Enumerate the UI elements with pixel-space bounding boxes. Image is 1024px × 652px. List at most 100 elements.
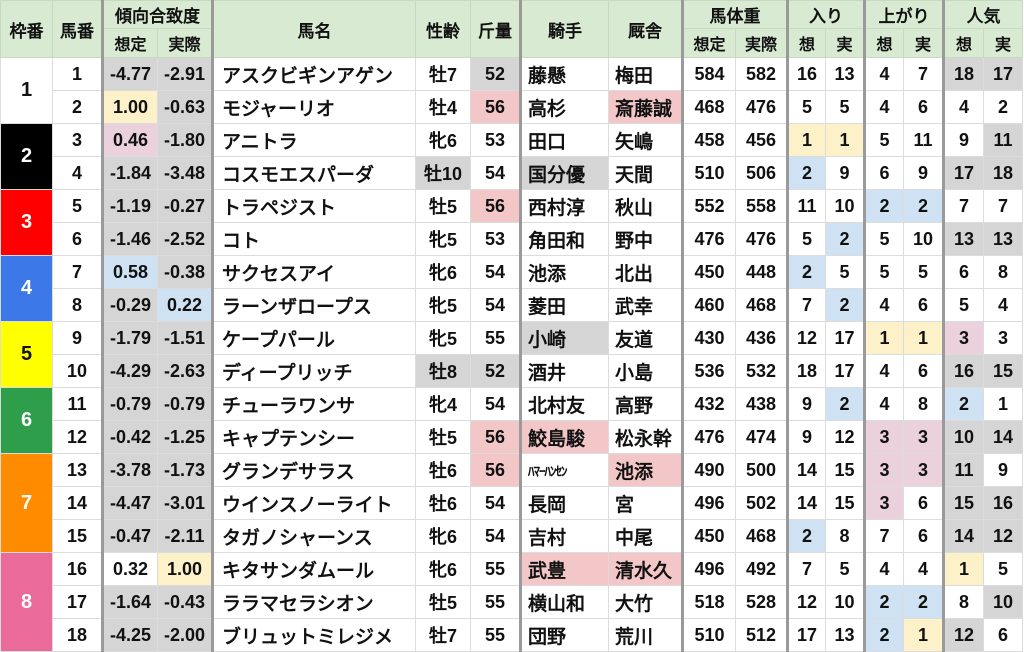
weight-carried: 56 (470, 90, 521, 124)
table-body: 1 1 -4.77 -2.91 アスクビギンアゲン 牡7 52 藤懸 梅田 584 582 16 13 4… (0, 57, 1023, 652)
popularity-actual: 1 (983, 387, 1023, 421)
horse-number: 18 (52, 618, 103, 652)
jockey: 横山和 (519, 585, 609, 619)
weight-carried: 54 (470, 156, 521, 190)
last3f-actual: 7 (903, 57, 944, 91)
body-weight-expected: 476 (681, 222, 736, 256)
tendency-expected: -4.29 (101, 354, 158, 388)
last3f-expected: 5 (863, 255, 904, 289)
body-weight-expected: 584 (681, 57, 736, 91)
tendency-actual: -1.25 (157, 420, 213, 454)
horse-number: 12 (52, 420, 103, 454)
entry-actual: 10 (825, 585, 865, 619)
sex-age: 牝6 (415, 519, 471, 553)
header-trainer: 厩舎 (608, 0, 683, 58)
last3f-actual: 6 (903, 90, 944, 124)
last3f-actual: 6 (903, 288, 944, 322)
body-weight-actual: 436 (735, 321, 788, 355)
last3f-expected: 7 (863, 519, 904, 553)
weight-carried: 54 (470, 288, 521, 322)
sex-age: 牡7 (415, 57, 471, 91)
trainer: 友道 (608, 321, 683, 355)
weight-carried: 54 (470, 387, 521, 421)
popularity-expected: 9 (942, 123, 984, 157)
table-row: 5 9 -1.79 -1.51 ケープパール 牝5 55 小崎 友道 430 436 12 17 1 1 3 3 (0, 321, 1023, 388)
last3f-actual: 6 (903, 354, 944, 388)
body-weight-expected: 518 (681, 585, 736, 619)
weight-carried: 55 (470, 585, 521, 619)
tendency-expected: -1.46 (101, 222, 158, 256)
jockey: 武豊 (519, 552, 609, 586)
header-last3f-actual: 実 (903, 28, 944, 58)
last3f-actual: 3 (903, 420, 944, 454)
table-row: 6 11 -0.79 -0.79 チューラワンサ 牝4 54 北村友 高野 432 438 9 2 4 8 2… (0, 387, 1023, 454)
entry-expected: 5 (786, 222, 826, 256)
weight-carried: 55 (470, 618, 521, 652)
body-weight-actual: 448 (735, 255, 788, 289)
header-tendency-expected: 想定 (101, 28, 158, 58)
sex-age: 牝5 (415, 222, 471, 256)
last3f-actual: 4 (903, 552, 944, 586)
horse-number: 2 (52, 90, 103, 124)
trainer: 中尾 (608, 519, 683, 553)
popularity-actual: 3 (983, 321, 1023, 355)
entry-expected: 2 (786, 156, 826, 190)
tendency-expected: -4.25 (101, 618, 158, 652)
body-weight-actual: 476 (735, 90, 788, 124)
tendency-actual: -1.73 (157, 453, 213, 487)
tendency-actual: 1.00 (157, 552, 213, 586)
header-popularity-actual: 実 (983, 28, 1023, 58)
jockey: 田口 (519, 123, 609, 157)
entry-expected: 2 (786, 255, 826, 289)
tendency-actual: -2.11 (157, 519, 213, 553)
popularity-actual: 5 (983, 552, 1023, 586)
table-row: 3 5 -1.19 -0.27 トラペジスト 牡5 56 西村淳 秋山 552 558 11 10 2 2 7… (0, 189, 1023, 256)
entry-expected: 7 (786, 552, 826, 586)
header-tendency: 傾向合致度 (101, 0, 213, 29)
last3f-expected: 2 (863, 585, 904, 619)
body-weight-expected: 460 (681, 288, 736, 322)
header-body-weight: 馬体重 (681, 0, 788, 29)
horse-number: 5 (52, 189, 103, 223)
popularity-actual: 13 (983, 222, 1023, 256)
trainer: 宮 (608, 486, 683, 520)
jockey: 長岡 (519, 486, 609, 520)
entry-expected: 9 (786, 387, 826, 421)
last3f-expected: 2 (863, 189, 904, 223)
header-last3f-expected: 想 (863, 28, 904, 58)
jockey: 藤懸 (519, 57, 609, 91)
trainer: 池添 (608, 453, 683, 487)
horse-name: ブリュットミレジメ (211, 618, 416, 652)
horse-name: アニトラ (211, 123, 416, 157)
frame-number: 5 (0, 321, 53, 388)
jockey: 酒井 (519, 354, 609, 388)
popularity-expected: 13 (942, 222, 984, 256)
tendency-actual: -2.91 (157, 57, 213, 91)
tendency-expected: -0.29 (101, 288, 158, 322)
last3f-actual: 8 (903, 387, 944, 421)
popularity-actual: 18 (983, 156, 1023, 190)
jockey: 小崎 (519, 321, 609, 355)
horse-number: 8 (52, 288, 103, 322)
horse-name: トラペジスト (211, 189, 416, 223)
popularity-actual: 6 (983, 618, 1023, 652)
entry-expected: 17 (786, 618, 826, 652)
last3f-expected: 5 (863, 222, 904, 256)
tendency-expected: -1.19 (101, 189, 158, 223)
sex-age: 牝6 (415, 123, 471, 157)
sex-age: 牡5 (415, 585, 471, 619)
popularity-expected: 2 (942, 387, 984, 421)
frame-number: 1 (0, 57, 53, 124)
popularity-expected: 16 (942, 354, 984, 388)
popularity-actual: 16 (983, 486, 1023, 520)
header-number: 馬番 (52, 0, 103, 58)
popularity-actual: 11 (983, 123, 1023, 157)
table-row: 2 1.00 -0.63 モジャーリオ 牡4 56 高杉 斎藤誠 468 476 5 5 4 6 4 2 (1, 90, 1023, 124)
tendency-expected: -4.77 (101, 57, 158, 91)
entry-actual: 5 (825, 552, 865, 586)
last3f-expected: 4 (863, 90, 904, 124)
body-weight-actual: 456 (735, 123, 788, 157)
tendency-actual: 0.22 (157, 288, 213, 322)
trainer: 高野 (608, 387, 683, 421)
